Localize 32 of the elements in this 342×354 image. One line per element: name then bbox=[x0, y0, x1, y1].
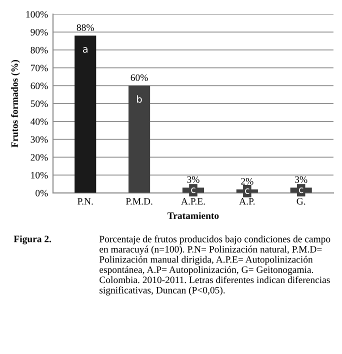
data-label: 88% bbox=[76, 24, 94, 31]
data-label: 3% bbox=[295, 176, 308, 183]
y-tick-label: 50% bbox=[30, 100, 48, 108]
y-tick-label: 20% bbox=[30, 154, 48, 161]
x-tick-label: A.P.E. bbox=[181, 198, 205, 205]
y-axis-title: Frutos formados (%) bbox=[10, 60, 20, 148]
y-tick-label: 60% bbox=[30, 82, 48, 90]
y-tick-label: 80% bbox=[30, 46, 48, 54]
x-axis-title: Tratamiento bbox=[168, 212, 219, 220]
text: Figura 2. bbox=[14, 235, 52, 244]
data-label: 3% bbox=[187, 176, 200, 183]
x-tick-label: P.N. bbox=[78, 198, 93, 205]
y-tick-label: 30% bbox=[30, 136, 48, 143]
x-tick-label: G. bbox=[296, 198, 306, 205]
y-tick-label: 70% bbox=[30, 64, 48, 72]
annotation: c bbox=[298, 187, 304, 194]
data-label: 2% bbox=[241, 178, 254, 185]
x-tick-label: A.P. bbox=[239, 198, 255, 205]
x-tick-label: P.M.D. bbox=[126, 198, 152, 205]
bar bbox=[128, 86, 150, 193]
annotation: a bbox=[82, 47, 88, 53]
text: Porcentaje de frutos producidos bajo condiciones de campo en maracuyá (n=100). P.N= Polinización natural, P.M.D= Polinización manual dirigida, A.P.E= Autopolinización espontánea, A.P= Autopolinización, G= Geitonogamia. Colombia. 2010-2011. Letras diferentes indican diferencias significativas, Duncan (P<0,05). bbox=[99, 235, 330, 296]
bar bbox=[74, 36, 96, 193]
y-tick-label: 100% bbox=[26, 11, 48, 18]
annotation: c bbox=[191, 187, 196, 194]
annotation: c bbox=[245, 188, 250, 194]
y-tick-label: 90% bbox=[30, 28, 48, 36]
y-tick-label: 0% bbox=[36, 190, 48, 196]
data-label: 60% bbox=[130, 74, 148, 81]
y-tick-label: 40% bbox=[30, 118, 48, 125]
y-tick-label: 10% bbox=[31, 172, 48, 179]
annotation: b bbox=[137, 95, 142, 103]
